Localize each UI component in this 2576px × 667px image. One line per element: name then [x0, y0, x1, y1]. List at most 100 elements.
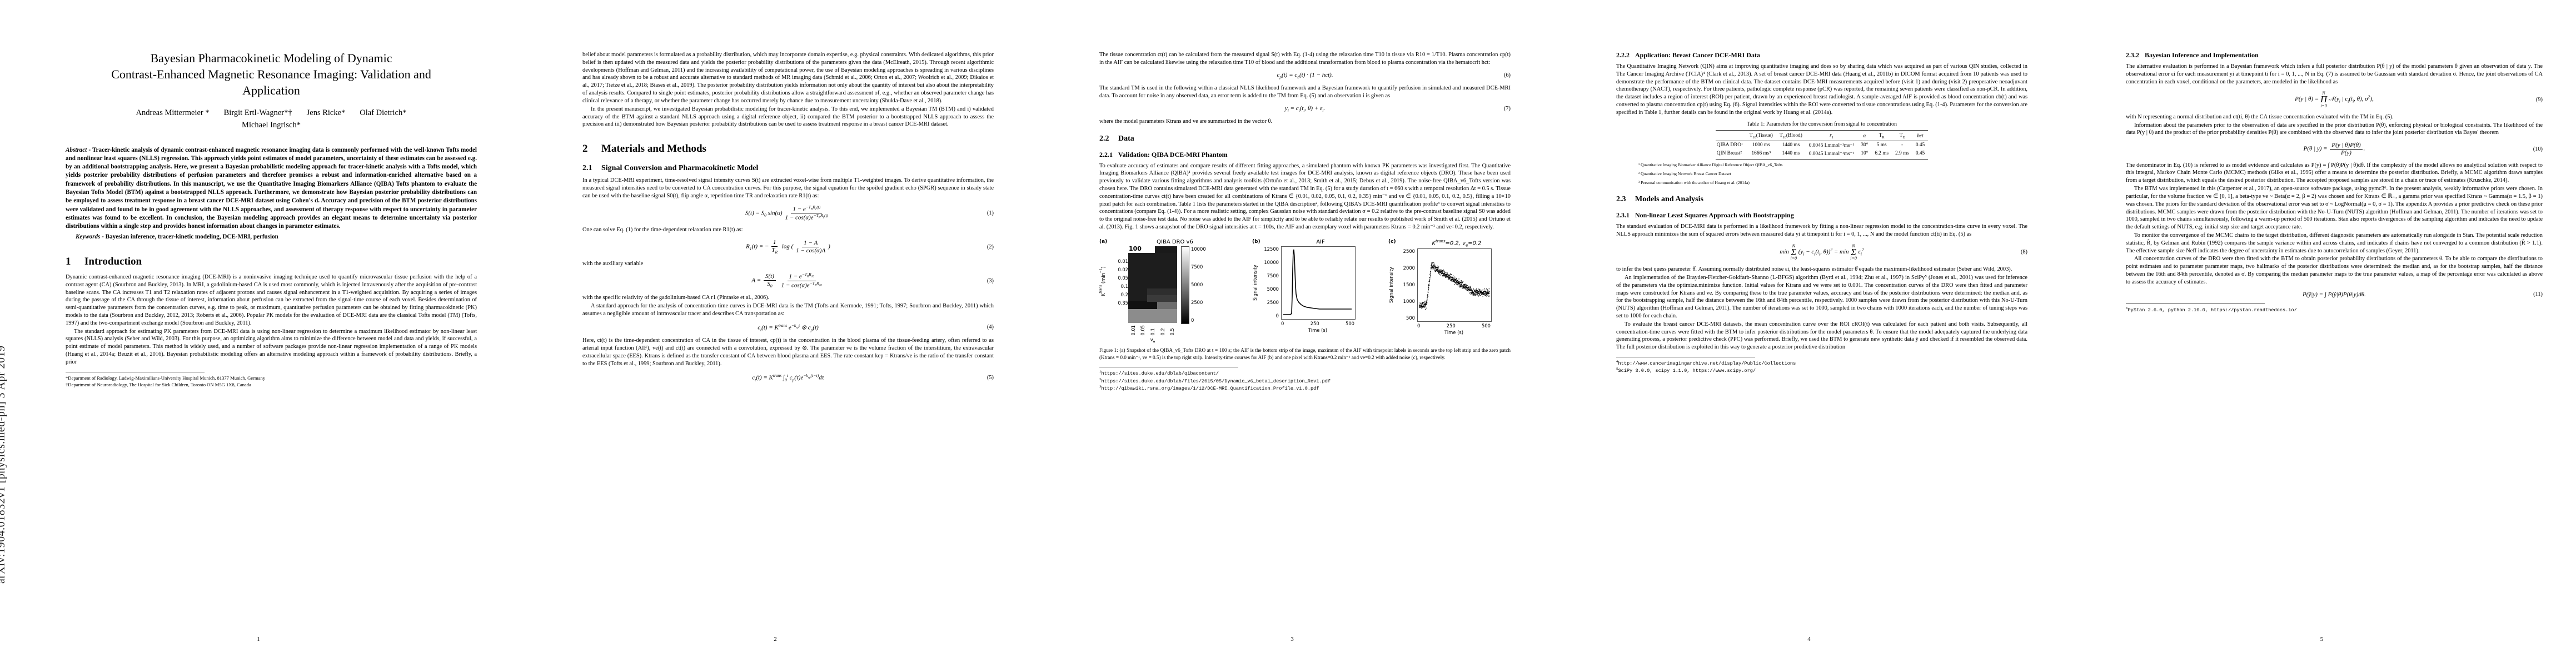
equation-7: yi = ct(ti, θ) + εi. (7): [1099, 105, 1511, 113]
parameters-table: T10(Tissue) T10(Blood) r1 α TR TE hct QI…: [1716, 130, 1928, 160]
panel-title-b: AIF: [1267, 239, 1374, 245]
table-cell: 1440 ms: [1776, 150, 1806, 160]
equation-number: (4): [987, 324, 994, 330]
author-row-1: Andreas Mittermeier * Birgit Ertl-Wagner*…: [66, 107, 477, 120]
heat-band: [1147, 295, 1177, 302]
figure-panel-b: (b) AIF Signal intensity 0 2500 5000 750…: [1252, 239, 1374, 333]
equation-11: P(ŷ|y) = ∫ P(ŷ|θ)P(θ|y)dθ. (11): [2126, 291, 2543, 298]
paragraph: The standard approach for estimating PK …: [66, 328, 477, 366]
y-tick: 2500: [1259, 300, 1279, 305]
paragraph: where the model parameters Ktrans and ve…: [1099, 118, 1511, 126]
section-heading-materials-and-methods: 2 Materials and Methods: [582, 143, 994, 155]
footnote: 2https://sites.duke.edu/dblab/files/2015…: [1099, 377, 1511, 385]
subsubsection-number: 2.3.1: [1616, 211, 1635, 220]
subsection-title: Models and Analysis: [1635, 195, 1703, 203]
keywords-text: - Bayesian inference, tracer-kinetic mod…: [102, 233, 278, 240]
paragraph: The tissue concentration ct(t) can be ca…: [1099, 51, 1511, 67]
page-number: 4: [1551, 636, 2067, 643]
section-number: 2: [582, 143, 601, 155]
subsubsection-title: Validation: QIBA DCE-MRI Phantom: [1118, 151, 1228, 158]
equation-number: (11): [2533, 291, 2543, 297]
y-tick: 0.02: [1106, 267, 1128, 275]
table-cell: QIN Breast²: [1716, 150, 1746, 160]
y-tick: 7500: [1259, 273, 1279, 278]
panel-label-c: (c): [1388, 239, 1403, 245]
y-tick: 2000: [1395, 265, 1415, 271]
table-cell: 2.9 ms: [1892, 150, 1912, 160]
y-tick: 0.35: [1106, 300, 1128, 308]
paragraph: with the specific relativity of the gado…: [582, 294, 994, 302]
table-cell: 1440 ms: [1776, 141, 1806, 150]
table-cell: 1000 ms: [1746, 141, 1776, 150]
voxel-plot-area: [1417, 248, 1492, 322]
subsection-title: Data: [1118, 135, 1134, 143]
axis-label-ve: ve: [1128, 337, 1177, 344]
abstract-text: - Tracer-kinetic analysis of dynamic con…: [66, 147, 477, 230]
dro-heatmap-image: 100: [1128, 246, 1177, 323]
table-cell: 0.0045 Lmmol⁻¹ms⁻¹: [1806, 150, 1858, 160]
figure-caption: Figure 1: (a) Snapshot of the QIBA_v6_To…: [1099, 347, 1511, 361]
subsection-heading-data: 2.2 Data: [1099, 135, 1511, 143]
equation-number: (5): [987, 375, 994, 381]
colorbar-tick: 7500: [1191, 264, 1217, 270]
paragraph: The alternative evaluation is performed …: [2126, 63, 2543, 86]
heat-band: [1147, 288, 1177, 295]
table-1: Table 1: Parameters for the conversion f…: [1616, 121, 2027, 186]
axis-label-ktrans: Ktrans (min−1): [1099, 246, 1106, 324]
title-line-2: Contrast-Enhanced Magnetic Resonance Ima…: [66, 66, 477, 82]
heat-band: [1157, 302, 1177, 309]
panel-title-c: Ktrans=0.2, ve=0.2: [1403, 239, 1511, 247]
page-1: arXiv:1904.01832v1 [physics.med-ph] 3 Ap…: [0, 0, 517, 667]
author: Olaf Dietrich*: [360, 108, 406, 117]
author: Birgit Ertl-Wagner*†: [224, 108, 292, 117]
aif-curve: [1282, 247, 1354, 318]
timepoint-annotation: 100: [1129, 246, 1142, 252]
equation-2: R1(t) = −1 TR log (1 − A1 − cos(α)A) (2): [582, 239, 994, 255]
paragraph: to infer the best quess parameter θ̂. As…: [1616, 266, 2027, 273]
subsubsection-number: 2.3.2: [2126, 51, 2145, 59]
equation-number: (2): [987, 244, 994, 250]
section-title: Materials and Methods: [601, 143, 706, 155]
voxel-scatter: [1418, 249, 1490, 320]
x-tick: 0: [1417, 323, 1420, 328]
figure-1: (a) QIBA DRO v6 Ktrans (min−1) 0.01 0.02…: [1099, 239, 1511, 361]
paragraph: In the present manuscript, we investigat…: [582, 106, 994, 128]
colorbar-tick: 2500: [1191, 300, 1217, 305]
paragraph: The denominator in Eq. (10) is referred …: [2126, 162, 2543, 185]
section-heading-introduction: 1 Introduction: [66, 256, 477, 268]
x-tick: 250: [1447, 323, 1456, 328]
paragraph: Information about the parameters prior t…: [2126, 122, 2543, 137]
zero-patch: [1155, 246, 1177, 253]
keywords-label: Keywords: [76, 233, 100, 240]
footnote-rule: [2126, 303, 2265, 304]
y-tick: 0.01: [1106, 258, 1128, 267]
y-tick: 0.2: [1106, 292, 1128, 300]
table-footnote: ³ Personal communication with the author…: [1616, 180, 2027, 186]
table-cell: 0.0045 Lmmol⁻¹ms⁻¹: [1806, 141, 1858, 150]
paragraph: The BTM was implemented in this (Carpent…: [2126, 185, 2543, 231]
axis-label-signal-intensity: Signal intensity: [1252, 246, 1259, 320]
x-tick: 500: [1346, 321, 1354, 326]
title-line-3: Application: [66, 82, 477, 98]
paper-preview-sheet: arXiv:1904.01832v1 [physics.med-ph] 3 Ap…: [0, 0, 2576, 667]
table-footnote: ¹ Quantitative Imaging Biomarker Allianc…: [1616, 162, 2027, 168]
footnote: 6PyStan 2.6.0, python 2.10.0, https://py…: [2126, 306, 2543, 313]
x-tick: 0.01: [1130, 325, 1136, 336]
y-tick: 10000: [1259, 260, 1279, 265]
paragraph: All concentration curves of the DRO were…: [2126, 255, 2543, 286]
subsubsection-title: Application: Breast Cancer DCE-MRI Data: [1635, 51, 1760, 59]
page-3: The tissue concentration ct(t) can be ca…: [1034, 0, 1551, 667]
x-tick: 0: [1281, 321, 1284, 326]
equation-number: (1): [987, 210, 994, 216]
equation-6: cp(t) = cb(t) · (1 − hct). (6): [1099, 72, 1511, 79]
panel-label-a: (a): [1099, 239, 1112, 245]
axis-label-signal-intensity-c: Signal intensity: [1388, 248, 1395, 322]
subsubsection-heading-qiba-phantom: 2.2.1 Validation: QIBA DCE-MRI Phantom: [1099, 151, 1511, 159]
subsection-number: 2.2: [1099, 135, 1118, 143]
table-cell: 0.45: [1912, 141, 1928, 150]
equation-4: ct(t) = Ktrans e−kept ⊗ cp(t) (4): [582, 323, 994, 332]
table-footnote: ² Quantitative Imaging Network Breast Ca…: [1616, 171, 2027, 177]
page-5: 2.3.2 Bayesian Inference and Implementati…: [2067, 0, 2576, 667]
equation-3: A = S(t) S0 1 − e−TRR10 1 − cos(α)e−TRR10 …: [582, 272, 994, 289]
footnote: 1https://sites.duke.edu/dblab/qibaconten…: [1099, 370, 1511, 377]
